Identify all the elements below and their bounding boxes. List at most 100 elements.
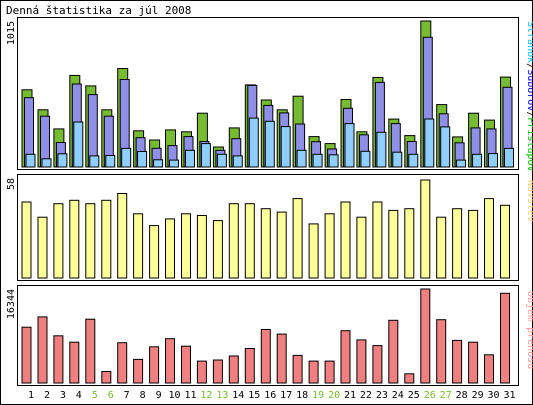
- x-tick-label-day-3: 3: [60, 390, 66, 401]
- bar-objem-prenosu-day-10: [165, 338, 175, 384]
- bar-str-nok-day-19: [312, 153, 323, 168]
- bar-str-nok-day-21: [344, 123, 355, 168]
- bar-objem-prenosu-day-16: [260, 329, 271, 384]
- bar-n-v-tev-day-8: [133, 213, 144, 279]
- bar-n-v-tev-day-10: [165, 218, 175, 279]
- bar-str-nok-day-31: [504, 147, 514, 168]
- x-tick-label-day-30: 30: [487, 390, 499, 401]
- bar-n-v-tev-day-27: [436, 216, 447, 279]
- bar-str-nok-day-9: [153, 159, 164, 168]
- bar-objem-prenosu-day-12: [196, 360, 207, 384]
- x-tick-label-day-5: 5: [92, 390, 98, 401]
- bar-n-v-tev-day-22: [356, 216, 367, 279]
- bar-objem-prenosu-day-24: [388, 319, 399, 384]
- x-tick-label-day-19: 19: [312, 390, 324, 401]
- bar-n-v-tev-day-31: [500, 204, 510, 279]
- bar-n-v-tev-day-23: [372, 201, 383, 279]
- bar-objem-prenosu-day-28: [452, 339, 463, 384]
- bar-str-nok-day-10: [169, 159, 179, 168]
- bar-str-nok-day-2: [41, 158, 52, 168]
- bar-objem-prenosu-day-23: [372, 345, 383, 384]
- bar-str-nok-day-12: [200, 143, 211, 168]
- bar-objem-prenosu-day-2: [37, 316, 48, 384]
- bar-str-nok-day-16: [264, 120, 275, 168]
- hits-panel-legend: Stránok/Súborov/Prístupov: [525, 21, 533, 172]
- bar-str-nok-day-20: [328, 154, 339, 168]
- bar-n-v-tev-day-9: [149, 225, 160, 279]
- x-tick-label-day-22: 22: [360, 390, 372, 401]
- x-tick-label-day-20: 20: [328, 390, 340, 401]
- bar-objem-prenosu-day-15: [244, 348, 255, 384]
- bar-objem-prenosu-day-11: [181, 345, 191, 384]
- bar-n-v-tev-day-13: [212, 220, 223, 279]
- bar-str-nok-day-8: [137, 151, 148, 168]
- bar-str-nok-day-5: [89, 155, 100, 168]
- hits-panel-max-label: 1015: [6, 21, 17, 45]
- bar-str-nok-day-26: [424, 118, 435, 168]
- bar-str-nok-day-18: [296, 149, 307, 168]
- bar-n-v-tev-day-2: [37, 216, 48, 279]
- bar-str-nok-day-17: [280, 126, 291, 168]
- bar-n-v-tev-day-29: [468, 209, 479, 279]
- bar-objem-prenosu-day-18: [292, 354, 303, 384]
- bar-str-nok-day-7: [121, 147, 132, 168]
- bar-n-v-tev-day-11: [181, 213, 191, 279]
- bar-objem-prenosu-day-17: [276, 333, 287, 384]
- bar-objem-prenosu-day-21: [340, 330, 351, 384]
- bar-objem-prenosu-day-4: [69, 341, 80, 384]
- x-tick-label-day-12: 12: [200, 390, 212, 401]
- bar-objem-prenosu-day-8: [133, 358, 144, 384]
- bar-objem-prenosu-day-13: [212, 359, 223, 384]
- x-tick-label-day-26: 26: [424, 390, 436, 401]
- x-tick-label-day-18: 18: [296, 390, 308, 401]
- bar-str-nok-day-14: [232, 155, 243, 168]
- x-tick-label-day-29: 29: [472, 390, 484, 401]
- bar-n-v-tev-day-18: [292, 198, 303, 279]
- bar-str-nok-day-4: [73, 121, 84, 168]
- bars-layer: [21, 20, 514, 384]
- bar-n-v-tev-day-26: [420, 179, 431, 279]
- bar-n-v-tev-day-25: [404, 208, 415, 279]
- x-tick-label-day-6: 6: [108, 390, 114, 401]
- transfer-panel-max-label: 16344: [6, 289, 17, 319]
- x-tick-label-day-31: 31: [503, 390, 515, 401]
- bar-str-nok-day-25: [408, 153, 419, 168]
- bar-n-v-tev-day-6: [101, 199, 112, 279]
- bar-objem-prenosu-day-26: [420, 288, 431, 384]
- bar-objem-prenosu-day-6: [101, 371, 112, 384]
- bar-objem-prenosu-day-14: [228, 355, 239, 384]
- x-tick-label-day-25: 25: [408, 390, 420, 401]
- visits-panel-max-label: 58: [6, 178, 17, 190]
- x-tick-label-day-2: 2: [44, 390, 50, 401]
- legend-hits: Prístupov: [525, 117, 533, 171]
- chart-title: Denná štatistika za júl 2008: [6, 4, 191, 17]
- transfer-volume-panel: [17, 285, 519, 386]
- x-tick-label-day-17: 17: [280, 390, 292, 401]
- bar-objem-prenosu-day-7: [117, 342, 128, 384]
- bar-n-v-tev-day-16: [260, 208, 271, 279]
- visits-panel-legend: Návštev: [525, 180, 533, 222]
- bar-str-nok-day-28: [456, 159, 467, 168]
- hits-files-pages-panel: [17, 17, 519, 170]
- bar-n-v-tev-day-14: [228, 203, 239, 279]
- bar-objem-prenosu-day-19: [308, 360, 319, 384]
- x-tick-label-day-11: 11: [184, 390, 196, 401]
- x-tick-label-day-8: 8: [140, 390, 146, 401]
- bar-n-v-tev-day-28: [452, 208, 463, 279]
- legend-pages: Stránok: [525, 21, 533, 63]
- x-tick-label-day-4: 4: [76, 390, 82, 401]
- x-tick-label-day-9: 9: [156, 390, 162, 401]
- x-tick-label-day-24: 24: [392, 390, 404, 401]
- bar-objem-prenosu-day-5: [85, 318, 96, 384]
- bar-str-nok-day-27: [440, 126, 451, 168]
- legend-files: Súborov: [525, 69, 533, 111]
- x-tick-label-day-16: 16: [264, 390, 276, 401]
- bar-n-v-tev-day-3: [53, 203, 64, 279]
- bar-objem-prenosu-day-30: [484, 354, 494, 384]
- bar-str-nok-day-29: [472, 153, 483, 168]
- x-tick-label-day-15: 15: [248, 390, 260, 401]
- x-tick-label-day-10: 10: [168, 390, 180, 401]
- visits-panel: [17, 174, 519, 281]
- bar-n-v-tev-day-21: [340, 201, 351, 279]
